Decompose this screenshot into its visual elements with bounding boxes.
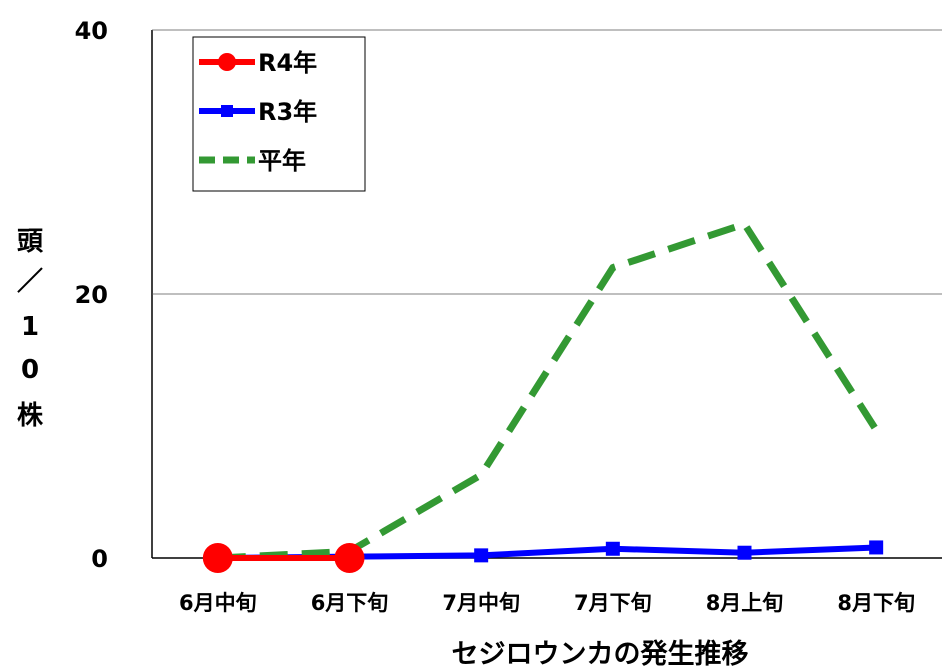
y-axis-title: 頭 ／ 1 0 株: [17, 227, 44, 431]
legend-label: R3年: [258, 98, 317, 126]
y-tick-label: 0: [91, 545, 108, 573]
y-axis-title-char: 0: [21, 355, 39, 385]
x-axis-title: セジロウンカの発生推移: [452, 639, 749, 666]
legend-item: R4年: [199, 49, 317, 77]
legend-label: 平年: [258, 147, 306, 175]
y-tick-labels: 0 20 40: [75, 17, 108, 573]
series-point: [869, 540, 884, 555]
series-0: [202, 543, 365, 573]
series-point: [474, 548, 489, 563]
series-point: [605, 541, 620, 556]
y-axis-title-char: 頭: [17, 227, 44, 257]
x-tick-labels: 6月中旬 6月下旬 7月中旬 7月下旬 8月上旬 8月下旬: [179, 591, 915, 615]
series-point: [334, 543, 365, 573]
y-axis-title-char: 1: [21, 312, 39, 342]
x-tick-label: 8月上旬: [706, 591, 784, 615]
legend-label: R4年: [258, 49, 317, 77]
y-axis-title-char: ／: [17, 267, 43, 297]
y-tick-label: 40: [75, 17, 108, 45]
x-tick-label: 7月下旬: [574, 591, 652, 615]
series-line: [217, 220, 880, 562]
series-point: [737, 545, 752, 560]
x-tick-label: 7月中旬: [442, 591, 520, 615]
y-axis-title-char: 株: [17, 401, 44, 431]
legend-swatch-marker: [221, 105, 233, 117]
x-tick-label: 8月下旬: [837, 591, 915, 615]
legend-swatch-marker: [218, 53, 236, 71]
series-layer: [202, 220, 884, 573]
x-tick-label: 6月下旬: [311, 591, 389, 615]
series-2: [217, 220, 880, 562]
gridlines: [152, 29, 942, 295]
x-tick-label: 6月中旬: [179, 591, 257, 615]
legend-item: 平年: [199, 147, 306, 175]
legend-item: R3年: [199, 98, 317, 126]
series-point: [202, 543, 233, 573]
y-tick-label: 20: [75, 281, 108, 309]
